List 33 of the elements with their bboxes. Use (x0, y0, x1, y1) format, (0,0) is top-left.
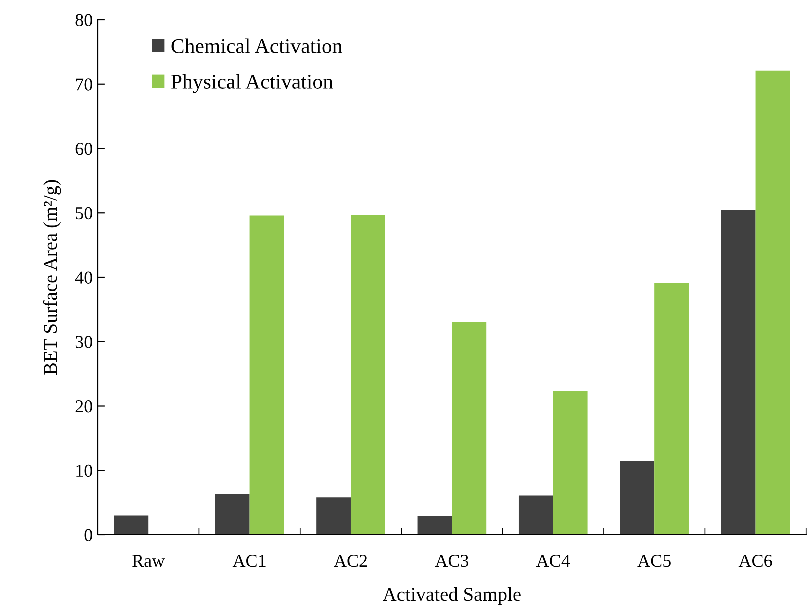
bar (250, 216, 284, 535)
y-tick-label: 60 (76, 143, 92, 156)
y-tick-label: 30 (76, 336, 92, 348)
legend-label: Chemical Activation (172, 38, 342, 54)
x-tick-label: AC2 (334, 555, 368, 568)
x-tick-label: AC1 (232, 555, 266, 568)
y-axis-title: BET Surface Area (m²/g) (43, 180, 62, 375)
x-axis-title: Activated Sample (382, 587, 521, 606)
bar (756, 70, 790, 535)
bar (452, 322, 487, 535)
y-tick-label: 80 (76, 14, 92, 26)
x-tick-label: AC4 (536, 555, 570, 568)
y-tick-label: 70 (76, 78, 92, 91)
bar (654, 283, 689, 535)
bar (721, 210, 756, 535)
y-tick-label: 50 (76, 207, 92, 220)
bar (316, 498, 351, 535)
y-tick-label: 40 (75, 272, 92, 284)
bar (418, 516, 452, 535)
y-tick-label: 20 (76, 400, 92, 413)
bar (620, 460, 655, 535)
y-tick-label: 0 (84, 529, 92, 542)
bar (518, 496, 554, 535)
x-tick-label: Raw (132, 555, 166, 568)
x-tick-label: AC5 (638, 555, 671, 568)
bar (215, 494, 250, 535)
x-tick-label: AC6 (738, 555, 772, 568)
bar (350, 215, 386, 535)
x-tick-label: AC3 (435, 555, 469, 568)
y-tick-label: 10 (76, 464, 92, 478)
bar (553, 391, 588, 535)
bar (114, 516, 149, 535)
legend-label: Physical Activation (172, 74, 334, 94)
